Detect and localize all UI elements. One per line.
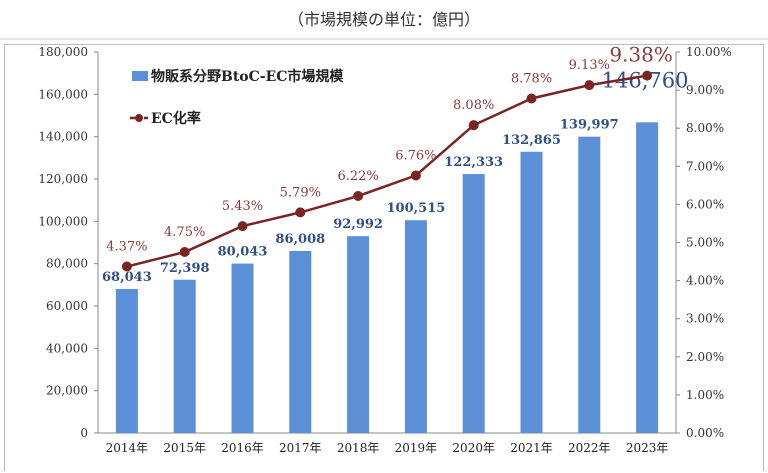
left-tick-label: 100,000 [38, 214, 88, 228]
ec-rate-point [410, 170, 421, 181]
bar [347, 236, 370, 433]
bar-data-label: 132,865 [502, 133, 561, 148]
right-tick-label: 3.00% [686, 312, 724, 326]
line-data-label: 4.75% [164, 225, 205, 240]
line-data-label: 5.43% [222, 199, 263, 214]
line-data-label: 6.22% [337, 169, 378, 184]
x-tick-label: 2017年 [279, 441, 322, 455]
left-tick-label: 20,000 [46, 384, 88, 398]
left-tick-label: 60,000 [46, 299, 88, 313]
bar-data-label: 72,398 [160, 261, 210, 276]
left-tick-label: 160,000 [38, 87, 88, 101]
legend-line-marker [135, 114, 143, 122]
right-tick-label: 1.00% [686, 388, 724, 402]
bar-data-label: 122,333 [444, 155, 503, 170]
x-tick-label: 2018年 [337, 441, 380, 455]
right-tick-label: 2.00% [686, 350, 724, 364]
ec-rate-point [584, 80, 595, 91]
line-data-label: 4.37% [106, 240, 147, 255]
chart-frame [4, 44, 764, 471]
bar-data-label: 92,992 [333, 217, 383, 232]
ec-rate-point [526, 93, 537, 104]
bar-data-label: 100,515 [386, 201, 445, 216]
bar [404, 220, 427, 433]
bar-data-label: 80,043 [218, 245, 268, 260]
bar-data-label: 86,008 [275, 232, 325, 247]
x-tick-label: 2022年 [568, 441, 611, 455]
right-tick-label: 10.00% [686, 45, 732, 59]
legend-bar-label: 物販系分野BtoC-EC市場規模 [151, 68, 344, 85]
ec-rate-point [295, 207, 306, 218]
bar-data-label: 139,997 [560, 118, 619, 133]
right-tick-label: 5.00% [686, 236, 724, 250]
left-tick-label: 180,000 [38, 45, 88, 59]
bar [289, 250, 312, 433]
line-data-label: 9.38% [609, 43, 673, 67]
ec-rate-point [353, 191, 364, 202]
left-tick-label: 120,000 [38, 172, 88, 186]
legend-bar-swatch [132, 71, 148, 81]
right-tick-label: 0.00% [686, 426, 724, 440]
right-tick-label: 9.00% [686, 83, 724, 97]
bar-data-label: 68,043 [102, 270, 152, 285]
left-tick-label: 0 [80, 426, 88, 440]
left-tick-label: 140,000 [38, 130, 88, 144]
bar [520, 151, 543, 433]
line-data-label: 6.76% [395, 148, 436, 163]
x-tick-label: 2014年 [106, 441, 149, 455]
ec-rate-point [121, 261, 132, 272]
x-tick-label: 2019年 [395, 441, 438, 455]
right-tick-label: 6.00% [686, 197, 724, 211]
left-tick-label: 40,000 [46, 341, 88, 355]
ec-rate-point [468, 120, 479, 131]
x-tick-label: 2020年 [452, 441, 495, 455]
line-data-label: 5.79% [280, 185, 321, 200]
bar [578, 136, 601, 433]
unit-note: （市場規模の単位：億円） [287, 10, 480, 29]
bar [231, 263, 254, 433]
x-tick-label: 2015年 [163, 441, 206, 455]
right-tick-label: 4.00% [686, 274, 724, 288]
divider [0, 38, 768, 40]
legend-line-label: EC化率 [151, 110, 201, 127]
ec-rate-line [126, 74, 648, 268]
x-tick-label: 2023年 [626, 441, 669, 455]
line-data-label: 8.08% [453, 98, 494, 113]
right-tick-label: 8.00% [686, 121, 724, 135]
right-tick-label: 7.00% [686, 159, 724, 173]
x-tick-label: 2016年 [221, 441, 264, 455]
ec-rate-point [179, 247, 190, 258]
line-data-label: 9.13% [569, 58, 610, 73]
ec-rate-point [642, 70, 653, 81]
left-tick-label: 80,000 [46, 257, 88, 271]
bar [173, 279, 196, 433]
bar [462, 174, 485, 433]
x-tick-label: 2021年 [510, 441, 553, 455]
bar [636, 122, 659, 433]
ec-rate-point [237, 221, 248, 232]
bar [115, 288, 138, 433]
line-data-label: 8.78% [511, 71, 552, 86]
